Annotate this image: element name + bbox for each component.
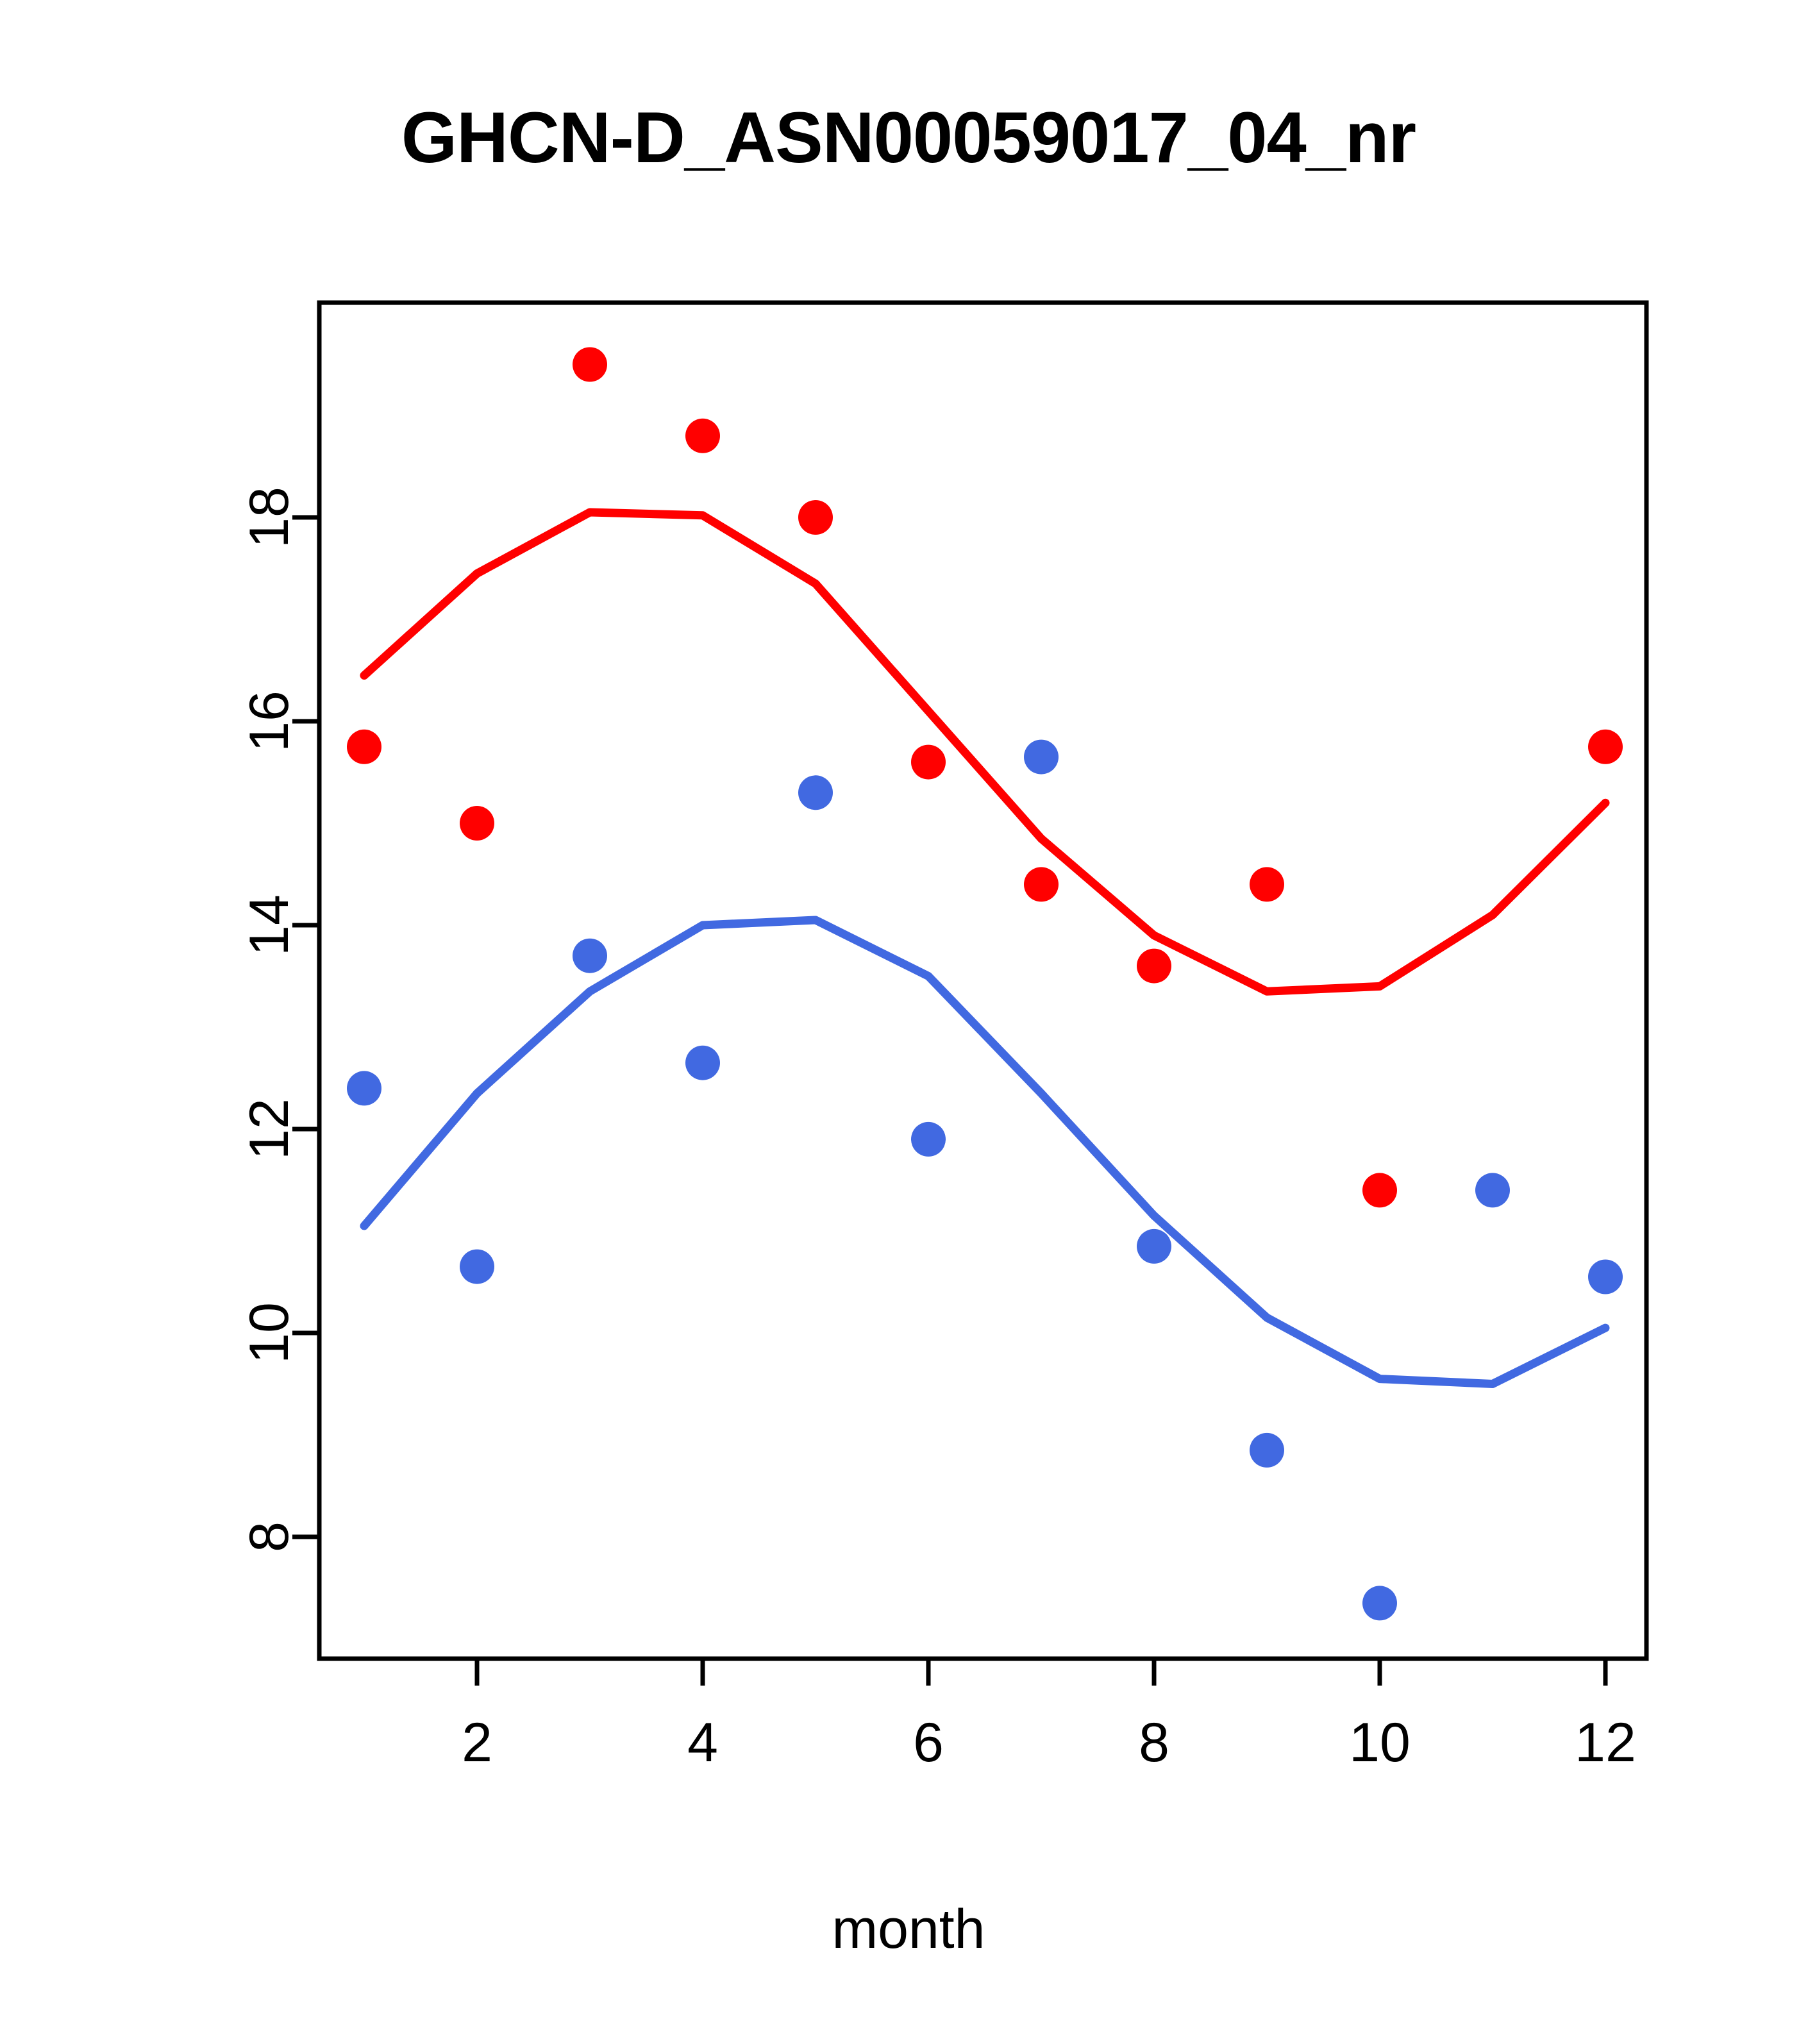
data-point (460, 806, 494, 841)
series-line-red-smooth (360, 508, 1610, 996)
plot-frame (317, 300, 1649, 1661)
series-lines (360, 508, 1610, 1388)
data-point (1250, 867, 1284, 902)
data-point (911, 744, 946, 780)
y-axis-ticks (292, 515, 319, 1539)
data-point (1588, 1259, 1623, 1294)
x-axis-tick-labels: 2 4 6 8 10 12 (462, 1712, 1636, 1773)
x-tick-label: 4 (687, 1712, 718, 1773)
page-title: GHCN-D_ASN00059017_04_nr (401, 97, 1416, 178)
data-point (1362, 1173, 1397, 1208)
series-line-blue-smooth (360, 916, 1610, 1388)
y-tick-label: 14 (239, 894, 300, 956)
x-tick-label: 12 (1575, 1712, 1636, 1773)
y-tick-label: 18 (239, 487, 300, 548)
data-point (1250, 1432, 1284, 1468)
data-point (573, 938, 607, 973)
y-tick-label: 16 (239, 691, 300, 752)
series-points (347, 347, 1623, 1621)
x-axis-ticks (474, 1659, 1608, 1686)
data-point (573, 347, 607, 382)
data-point (798, 500, 833, 535)
data-point (1137, 948, 1171, 984)
y-tick-label: 12 (239, 1098, 300, 1160)
data-point (460, 1249, 494, 1284)
data-point (347, 729, 381, 764)
y-tick-label: 8 (239, 1521, 300, 1552)
y-tick-label: 10 (239, 1302, 300, 1364)
data-point (685, 418, 720, 453)
data-point (1137, 1228, 1171, 1264)
data-point (1475, 1173, 1510, 1208)
data-point (1024, 739, 1059, 775)
x-tick-label: 8 (1139, 1712, 1169, 1773)
plot-border (317, 300, 1649, 1661)
data-point (1024, 867, 1059, 902)
data-point (911, 1121, 946, 1157)
x-tick-label: 10 (1349, 1712, 1411, 1773)
y-axis-tick-labels: 8 10 12 14 16 18 (239, 487, 300, 1552)
data-point (1588, 729, 1623, 764)
x-tick-label: 2 (462, 1712, 492, 1773)
data-point (1362, 1586, 1397, 1621)
data-point (798, 775, 833, 810)
x-tick-label: 6 (913, 1712, 944, 1773)
data-point (685, 1045, 720, 1080)
data-point (347, 1071, 381, 1106)
x-axis-title: month (832, 1898, 985, 1960)
